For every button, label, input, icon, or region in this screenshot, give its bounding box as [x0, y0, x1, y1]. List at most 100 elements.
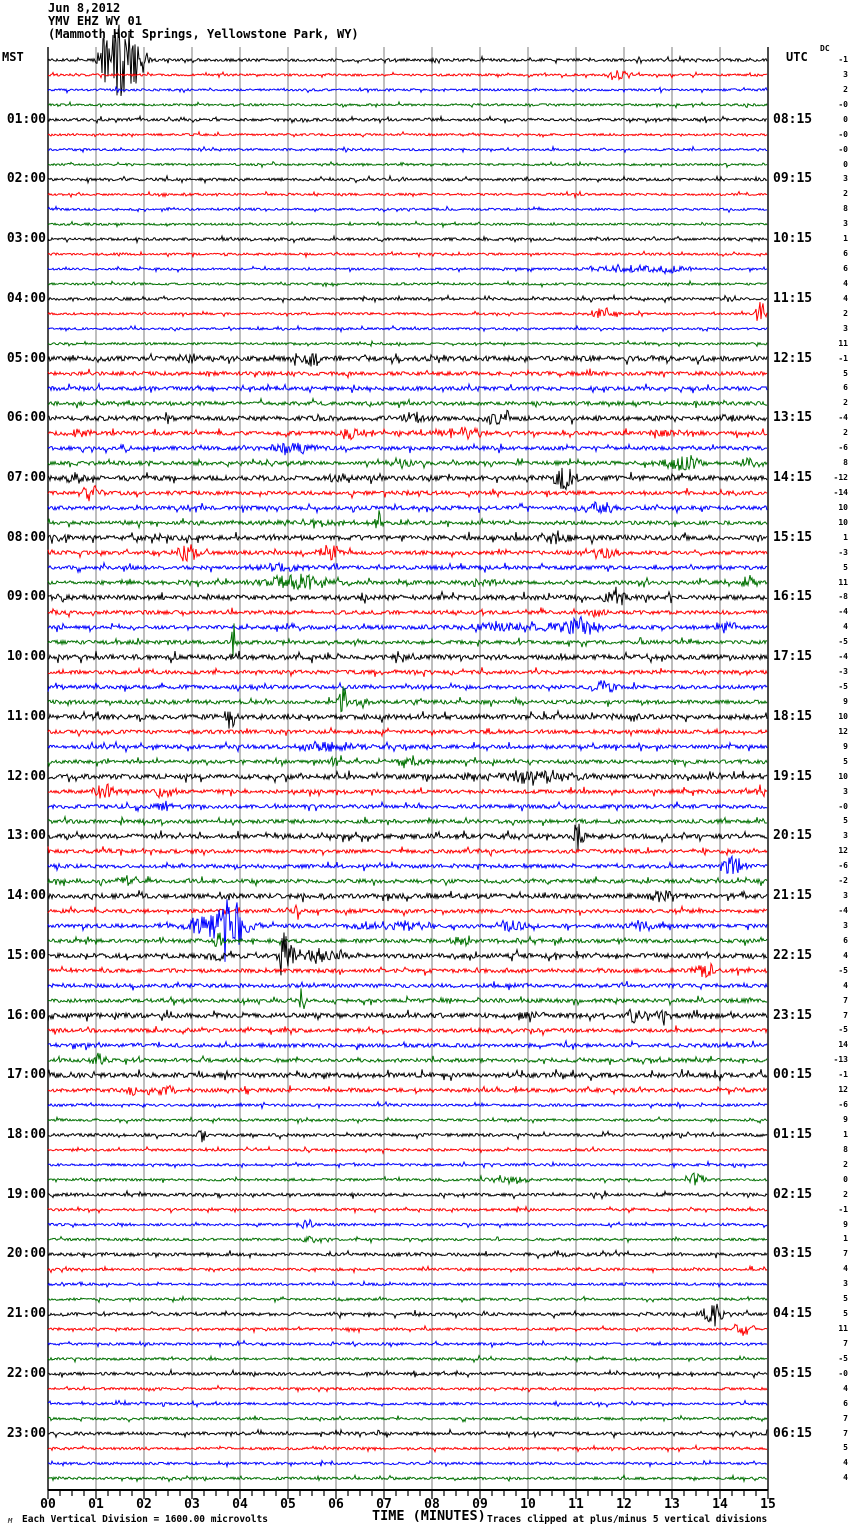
mst-axis-label: MST: [2, 50, 24, 64]
mst-time-label: 10:00: [6, 649, 46, 665]
seismogram-trace-row: [47, 1218, 768, 1230]
dc-offset-value: -4: [838, 652, 848, 662]
seismogram-trace-row: [48, 1129, 768, 1143]
seismogram-trace-row: [47, 1204, 768, 1215]
minute-tick-label: 09: [472, 1497, 488, 1512]
dc-offset-value: 2: [843, 398, 848, 408]
seismogram-trace-row: [47, 1279, 768, 1289]
seismogram-trace-row: [47, 1007, 768, 1026]
dc-offset-value: -1: [838, 1204, 848, 1214]
dc-offset-value: 3: [843, 920, 848, 930]
dc-offset-value: 10: [838, 711, 848, 721]
seismogram-trace-row: [47, 1354, 768, 1364]
clip-note: Traces clipped at plus/minus 5 vertical …: [487, 1514, 768, 1525]
dc-offset-value: 14: [838, 1040, 848, 1050]
seismogram-trace-row: [47, 409, 768, 426]
dc-offset-value: -13: [833, 1055, 848, 1065]
dc-offset-value: -5: [838, 637, 848, 647]
mst-time-label: 13:00: [6, 828, 46, 844]
dc-offset-value: 2: [843, 1189, 848, 1199]
seismogram-trace-row: [47, 560, 768, 575]
seismogram-trace-row: [47, 204, 767, 214]
utc-time-label: 23:15: [773, 1007, 813, 1023]
header-location: (Mammoth Hot Springs, Yellowstone Park, …: [48, 27, 359, 41]
dc-offset-value: 5: [843, 1443, 848, 1453]
dc-offset-value: -6: [838, 1100, 848, 1110]
dc-offset-value: 6: [843, 264, 848, 274]
seismogram-trace-row: [47, 1294, 768, 1304]
dc-offset-value: 2: [843, 308, 848, 318]
seismogram-trace-row: [47, 1052, 768, 1066]
seismogram-trace-row: [47, 875, 768, 888]
seismogram-trace-row: [47, 368, 768, 380]
seismogram-trace-row: [47, 1248, 768, 1260]
minute-tick-label: 05: [280, 1497, 296, 1512]
dc-offset-value: 5: [843, 1294, 848, 1304]
dc-offset-value: 4: [843, 1458, 848, 1468]
dc-offset-value: 7: [843, 1428, 848, 1438]
dc-offset-value: -4: [838, 413, 848, 423]
dc-offset-value: 11: [838, 577, 848, 587]
seismogram-trace-row: [47, 510, 768, 530]
dc-offset-value: -3: [838, 667, 848, 677]
seismogram-trace-row: [47, 961, 768, 979]
mst-time-label: 21:00: [6, 1306, 46, 1322]
utc-time-label: 04:15: [773, 1306, 813, 1322]
seismogram-trace-row: [47, 1068, 768, 1082]
dc-offset-value: 7: [843, 1338, 848, 1348]
dc-offset-value: -6: [838, 861, 848, 871]
utc-time-label: 17:15: [773, 649, 813, 665]
dc-offset-value: 4: [843, 980, 848, 990]
x-axis-title: TIME (MINUTES): [372, 1508, 486, 1524]
seismogram-trace-row: [47, 680, 768, 694]
minute-tick-label: 10: [520, 1497, 536, 1512]
dc-offset-value: 6: [843, 1398, 848, 1408]
seismogram-trace-row: [47, 739, 768, 754]
dc-offset-value: 0: [843, 159, 848, 169]
dc-offset-value: -5: [838, 682, 848, 692]
dc-offset-value: 3: [843, 219, 848, 229]
seismogram-traces-svg: [47, 24, 769, 1499]
dc-offset-value: -3: [838, 547, 848, 557]
mst-time-label: 16:00: [6, 1007, 46, 1023]
dc-offset-value: 11: [838, 1324, 848, 1334]
seismogram-trace-row: [47, 455, 768, 471]
seismogram-trace-row: [47, 854, 768, 875]
seismogram-trace-row: [47, 302, 768, 321]
seismogram-trace-row: [48, 1398, 768, 1409]
dc-offset-value: 5: [843, 368, 848, 378]
seismogram-trace-row: [47, 381, 768, 394]
minute-tick-label: 11: [568, 1497, 584, 1512]
minute-tick-label: 06: [328, 1497, 344, 1512]
seismogram-trace-row: [47, 899, 768, 962]
minute-tick-label: 04: [232, 1497, 248, 1512]
dc-offset-value: 9: [843, 1115, 848, 1125]
scale-note: Each Vertical Division = 1600.00 microvo…: [22, 1514, 268, 1525]
utc-time-label: 10:15: [773, 231, 813, 247]
minute-tick-label: 07: [376, 1497, 392, 1512]
seismogram-trace-row: [47, 293, 768, 304]
utc-time-label: 00:15: [773, 1067, 813, 1083]
mst-time-label: 01:00: [6, 111, 46, 127]
dc-offset-value: 6: [843, 249, 848, 259]
mst-time-label: 12:00: [6, 768, 46, 784]
seismogram-trace-row: [47, 783, 768, 800]
dc-offset-value: 2: [843, 1159, 848, 1169]
seismogram-trace-row: [47, 1159, 768, 1170]
utc-time-label: 11:15: [773, 290, 813, 306]
utc-time-label: 16:15: [773, 589, 813, 605]
dc-offset-value: 5: [843, 1309, 848, 1319]
dc-offset-value: 3: [843, 69, 848, 79]
seismogram-trace-row: [47, 845, 768, 858]
dc-offset-column-label: DC: [820, 44, 830, 53]
seismogram-trace-row: [47, 586, 768, 606]
utc-time-label: 09:15: [773, 171, 813, 187]
mst-time-label: 05:00: [6, 350, 46, 366]
seismogram-trace-row: [47, 160, 768, 169]
dc-offset-value: 8: [843, 1144, 848, 1154]
seismogram-trace-row: [47, 623, 768, 657]
seismogram-trace-row: [47, 666, 768, 678]
dc-offset-value: 9: [843, 1219, 848, 1229]
seismogram-trace-row: [48, 709, 768, 729]
